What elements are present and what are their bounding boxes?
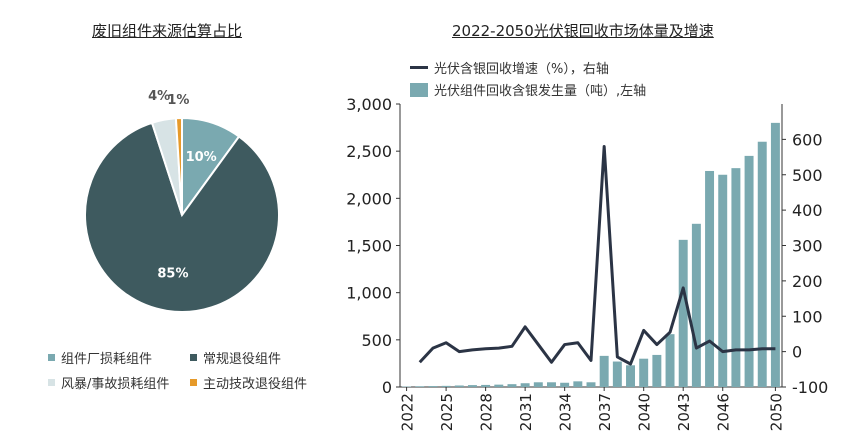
bar	[415, 386, 425, 387]
right-tick-label: 300	[792, 237, 823, 256]
bar	[678, 239, 688, 387]
legend-line-swatch	[410, 66, 428, 69]
pie-chart-panel: 废旧组件来源估算占比 10% 85% 4% 1% 组件厂损耗组件 常规退役组件风暴/事故…	[0, 0, 365, 441]
bar	[639, 358, 649, 387]
x-tick-label: 2031	[517, 393, 535, 431]
bar	[665, 334, 675, 387]
legend-bar-label: 光伏组件回收含银发生量（吨）,左轴	[434, 84, 647, 99]
left-tick-label: 2,000	[346, 189, 392, 208]
bar	[481, 384, 491, 387]
x-tick-label: 2037	[596, 393, 614, 431]
right-tick-label: 100	[792, 307, 823, 326]
pie-legend-swatch	[190, 379, 197, 386]
x-tick-label: 2046	[715, 393, 733, 431]
combo-chart-panel: 2022-2050光伏银回收市场体量及增速 光伏含银回收增速（%），右轴 光伏组…	[330, 0, 849, 441]
bar	[718, 174, 728, 387]
x-tick-label: 2028	[478, 393, 496, 431]
x-tick-label: 2025	[438, 393, 456, 431]
x-tick-label: 2050	[767, 393, 785, 431]
bar	[599, 355, 609, 387]
pie-legend-item: 组件厂损耗组件	[48, 348, 152, 367]
bar	[757, 141, 767, 387]
pie-legend-swatch	[48, 379, 55, 386]
pie-slice-label: 85%	[157, 266, 188, 281]
x-tick-label: 2034	[557, 393, 575, 431]
left-tick-label: 1,500	[346, 237, 392, 256]
pie-chart-title: 废旧组件来源估算占比	[92, 22, 243, 40]
pie-slice-label: 4%	[148, 89, 170, 104]
x-tick-label: 2022	[399, 393, 417, 431]
right-tick-label: 500	[792, 166, 823, 185]
bar	[560, 382, 570, 387]
bar	[691, 223, 701, 387]
bar	[467, 385, 477, 387]
right-tick-label: 400	[792, 201, 823, 220]
left-tick-label: 500	[361, 331, 392, 350]
pie-legend-swatch	[48, 354, 55, 361]
combo-chart: 0 500 1,000 1,500 2,000 2,500 3,000 -100 0 100 200…	[346, 95, 828, 431]
pie-legend-item: 常规退役组件	[190, 348, 281, 367]
bar	[494, 384, 504, 387]
pie-legend-label: 常规退役组件	[203, 352, 282, 367]
bar	[770, 122, 780, 387]
right-tick-label: 600	[792, 130, 823, 149]
pie-slice-label: 10%	[186, 150, 217, 165]
bar	[586, 382, 596, 387]
pie-legend-swatch	[190, 354, 197, 361]
bar	[705, 170, 715, 387]
left-tick-label: 0	[382, 378, 392, 397]
bar	[507, 384, 517, 387]
pie-legend-item: 主动技改退役组件	[190, 373, 307, 392]
bar	[520, 383, 530, 387]
right-tick-label: 0	[792, 343, 802, 362]
bar	[441, 385, 451, 387]
growth-line	[418, 144, 776, 366]
pie-legend-label: 风暴/事故损耗组件	[61, 377, 170, 392]
bar	[428, 386, 438, 387]
right-tick-label: -100	[792, 378, 828, 397]
bar	[612, 361, 622, 387]
right-tick-label: 200	[792, 272, 823, 291]
bar	[533, 382, 543, 387]
pie-slice	[84, 121, 280, 313]
legend-line-label: 光伏含银回收增速（%），右轴	[434, 62, 609, 77]
bar	[626, 365, 635, 387]
bar	[652, 354, 662, 387]
pie-legend-label: 组件厂损耗组件	[61, 352, 153, 367]
bar	[573, 381, 583, 387]
bar	[744, 155, 754, 387]
left-tick-label: 2,500	[346, 142, 392, 161]
x-tick-label: 2043	[675, 393, 693, 431]
pie-legend-label: 主动技改退役组件	[203, 377, 308, 392]
left-tick-label: 1,000	[346, 284, 392, 303]
bar	[731, 168, 741, 387]
bar	[454, 385, 464, 387]
x-tick-label: 2040	[636, 393, 654, 431]
combo-chart-title: 2022-2050光伏银回收市场体量及增速	[452, 22, 714, 40]
legend-bar-series: 光伏组件回收含银发生量（吨）,左轴	[410, 80, 646, 99]
bar	[547, 382, 556, 387]
pie-slice-label: 1%	[167, 93, 189, 108]
pie-slice	[174, 116, 183, 216]
pie-chart: 10% 85% 4%1%	[84, 89, 280, 313]
legend-line-series: 光伏含银回收增速（%），右轴	[410, 58, 609, 77]
pie-legend-item: 风暴/事故损耗组件	[48, 373, 169, 392]
left-tick-label: 3,000	[346, 95, 392, 114]
legend-bar-swatch	[410, 82, 428, 97]
